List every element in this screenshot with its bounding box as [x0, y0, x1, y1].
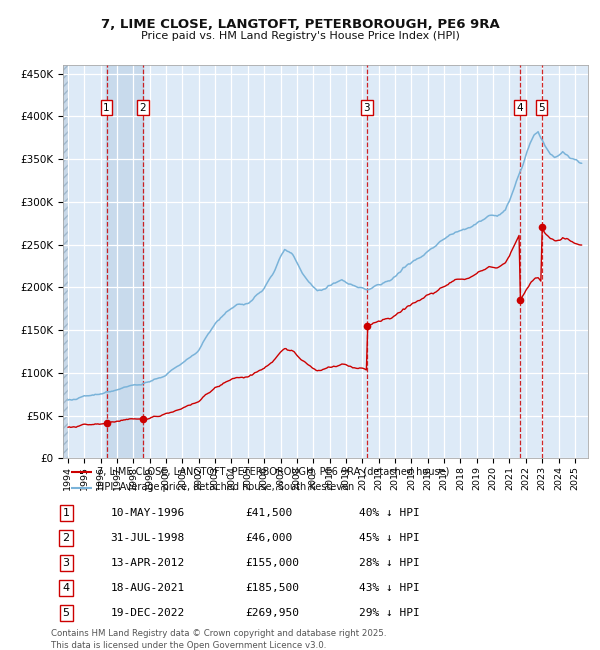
- Bar: [106, 65, 143, 458]
- Text: 45% ↓ HPI: 45% ↓ HPI: [359, 533, 419, 543]
- Text: 31-JUL-1998: 31-JUL-1998: [110, 533, 185, 543]
- Text: 18-AUG-2021: 18-AUG-2021: [110, 583, 185, 593]
- Text: 5: 5: [62, 608, 70, 617]
- Text: 4: 4: [517, 103, 523, 112]
- Text: 2: 2: [140, 103, 146, 112]
- Text: Contains HM Land Registry data © Crown copyright and database right 2025.
This d: Contains HM Land Registry data © Crown c…: [51, 629, 386, 650]
- Text: £269,950: £269,950: [245, 608, 299, 617]
- Text: 7, LIME CLOSE, LANGTOFT, PETERBOROUGH, PE6 9RA: 7, LIME CLOSE, LANGTOFT, PETERBOROUGH, P…: [101, 18, 499, 31]
- Text: 19-DEC-2022: 19-DEC-2022: [110, 608, 185, 617]
- Text: 1: 1: [62, 508, 70, 518]
- Text: £41,500: £41,500: [245, 508, 293, 518]
- Text: 13-APR-2012: 13-APR-2012: [110, 558, 185, 568]
- Bar: [63, 65, 68, 458]
- Text: 28% ↓ HPI: 28% ↓ HPI: [359, 558, 419, 568]
- Text: 4: 4: [62, 583, 70, 593]
- Text: HPI: Average price, detached house, South Kesteven: HPI: Average price, detached house, Sout…: [97, 482, 355, 493]
- Text: 7, LIME CLOSE, LANGTOFT, PETERBOROUGH, PE6 9RA (detached house): 7, LIME CLOSE, LANGTOFT, PETERBOROUGH, P…: [97, 467, 449, 476]
- Text: 1: 1: [103, 103, 110, 112]
- Text: 10-MAY-1996: 10-MAY-1996: [110, 508, 185, 518]
- Text: £46,000: £46,000: [245, 533, 293, 543]
- Text: 3: 3: [62, 558, 70, 568]
- Bar: [63, 65, 68, 458]
- Text: £155,000: £155,000: [245, 558, 299, 568]
- Text: 29% ↓ HPI: 29% ↓ HPI: [359, 608, 419, 617]
- Text: Price paid vs. HM Land Registry's House Price Index (HPI): Price paid vs. HM Land Registry's House …: [140, 31, 460, 40]
- Text: 40% ↓ HPI: 40% ↓ HPI: [359, 508, 419, 518]
- Text: 2: 2: [62, 533, 70, 543]
- Text: 5: 5: [538, 103, 545, 112]
- Text: 3: 3: [364, 103, 370, 112]
- Text: £185,500: £185,500: [245, 583, 299, 593]
- Text: 43% ↓ HPI: 43% ↓ HPI: [359, 583, 419, 593]
